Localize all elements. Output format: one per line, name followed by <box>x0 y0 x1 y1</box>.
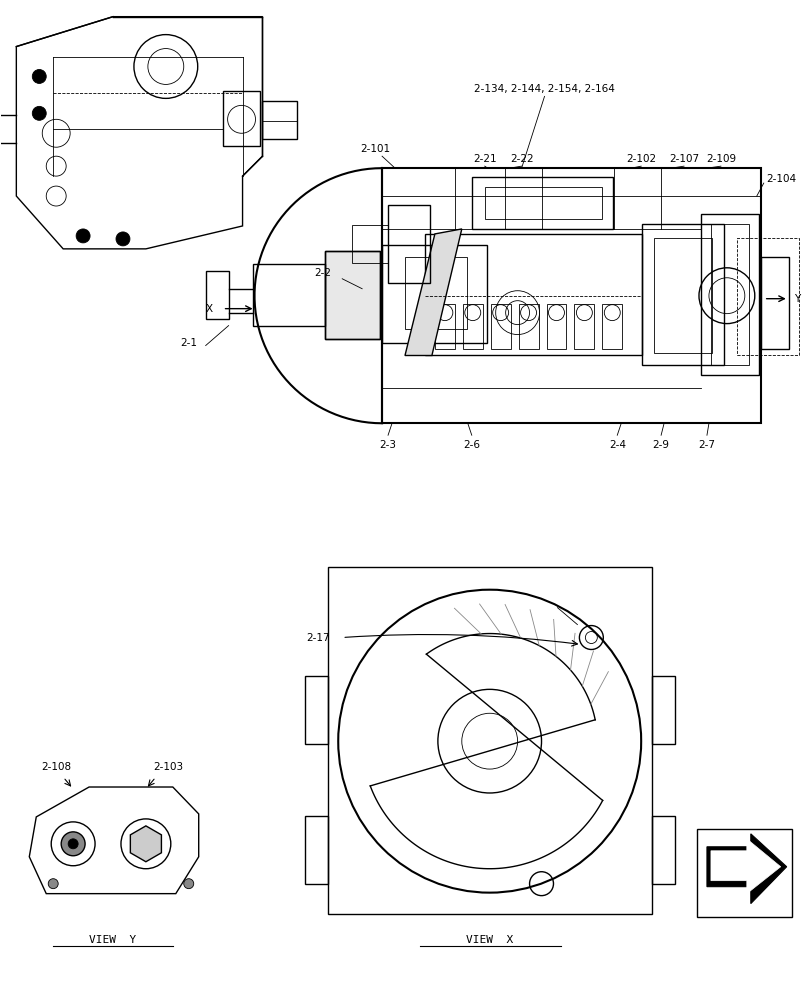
Bar <box>388 205 430 283</box>
Bar <box>652 816 675 884</box>
Bar <box>382 245 486 343</box>
Circle shape <box>61 832 85 856</box>
Text: 2-103: 2-103 <box>154 762 184 772</box>
Bar <box>652 676 675 744</box>
Text: X: X <box>205 304 213 314</box>
Bar <box>328 567 652 914</box>
Bar <box>326 251 380 339</box>
Bar <box>263 101 297 139</box>
Bar <box>761 257 789 349</box>
Polygon shape <box>711 839 781 894</box>
Text: VIEW  Y: VIEW Y <box>90 935 137 945</box>
Circle shape <box>183 879 194 889</box>
Bar <box>701 214 759 375</box>
Bar <box>654 238 712 353</box>
Text: 2-4: 2-4 <box>608 440 625 450</box>
Circle shape <box>48 879 58 889</box>
Text: 2-9: 2-9 <box>653 440 670 450</box>
Text: 2-3: 2-3 <box>380 440 397 450</box>
Bar <box>352 225 388 263</box>
Bar <box>519 304 539 349</box>
Bar <box>425 234 642 355</box>
Bar <box>485 187 602 219</box>
Bar <box>326 251 380 339</box>
Text: Y: Y <box>793 294 800 304</box>
Bar <box>223 91 260 146</box>
Polygon shape <box>16 17 263 249</box>
Text: 2-107: 2-107 <box>669 154 699 164</box>
Bar <box>642 224 724 365</box>
Bar <box>463 304 482 349</box>
Text: 2-21: 2-21 <box>473 154 497 164</box>
Circle shape <box>116 232 130 246</box>
Text: 2-101: 2-101 <box>360 144 390 154</box>
Text: 2-108: 2-108 <box>41 762 71 772</box>
Text: 2-2: 2-2 <box>314 268 330 278</box>
Bar <box>472 177 613 229</box>
Polygon shape <box>29 787 199 894</box>
Text: 2-134, 2-144, 2-154, 2-164: 2-134, 2-144, 2-154, 2-164 <box>474 84 615 94</box>
Circle shape <box>32 106 46 120</box>
Text: 2-102: 2-102 <box>626 154 656 164</box>
Polygon shape <box>405 229 462 355</box>
Bar <box>206 271 229 319</box>
Polygon shape <box>130 826 162 862</box>
Bar <box>435 304 455 349</box>
Bar <box>711 224 749 365</box>
Bar <box>305 816 328 884</box>
Text: 2-17: 2-17 <box>306 633 330 643</box>
Bar <box>305 676 328 744</box>
Bar <box>382 168 761 423</box>
Circle shape <box>32 69 46 83</box>
Text: 2-1: 2-1 <box>180 338 197 348</box>
Bar <box>574 304 595 349</box>
Circle shape <box>68 839 78 849</box>
Text: 2-22: 2-22 <box>510 154 533 164</box>
Bar <box>602 304 622 349</box>
Bar <box>697 829 792 917</box>
Text: 2-104: 2-104 <box>767 174 797 184</box>
Text: VIEW  X: VIEW X <box>466 935 513 945</box>
Bar <box>546 304 566 349</box>
Polygon shape <box>707 834 787 904</box>
Bar <box>405 257 467 329</box>
Bar <box>490 304 511 349</box>
Text: 2-6: 2-6 <box>463 440 480 450</box>
Text: 2-7: 2-7 <box>698 440 715 450</box>
Text: 2-109: 2-109 <box>706 154 736 164</box>
Bar <box>737 238 798 355</box>
Circle shape <box>76 229 90 243</box>
Bar <box>253 264 326 326</box>
